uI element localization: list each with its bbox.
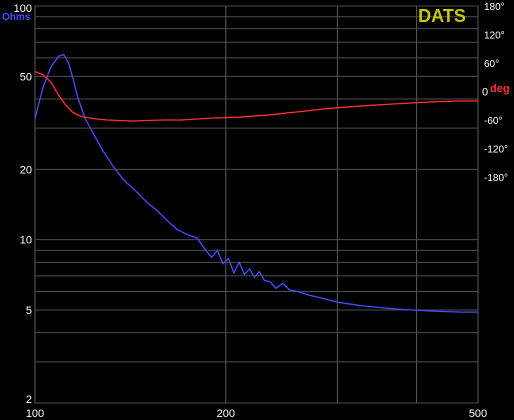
left-axis-unit-label: Ohms xyxy=(2,12,31,23)
y-right-tick-label: 120° xyxy=(484,31,505,42)
y-right-tick-label: -180° xyxy=(484,173,508,184)
y-right-tick-label: 60° xyxy=(484,59,499,70)
impedance-line xyxy=(34,53,478,313)
right-axis-unit-label: deg xyxy=(490,83,510,95)
y-left-tick-label: 5 xyxy=(26,305,32,317)
x-tick-label: 100 xyxy=(26,408,44,420)
y-left-tick-label: 2 xyxy=(26,394,32,406)
tick-labels: 100 50 20 10 5 2 180° 120° 60° 0 -60° -120° -180° 100… xyxy=(14,2,508,420)
dats-logo: DATS xyxy=(418,6,466,26)
y-left-tick-label: 50 xyxy=(20,71,32,83)
y-left-tick-label: 10 xyxy=(20,235,32,247)
x-tick-label: 500 xyxy=(469,408,487,420)
y-left-tick-label: 20 xyxy=(20,164,32,176)
series-layer xyxy=(34,53,478,313)
x-tick-label: 200 xyxy=(217,408,235,420)
y-right-tick-label: 180° xyxy=(484,2,505,13)
y-left-tick-label: 100 xyxy=(14,3,32,15)
y-right-tick-label: 0 xyxy=(482,87,488,99)
phase-line xyxy=(34,70,478,122)
y-right-tick-label: -60° xyxy=(484,116,502,127)
y-right-tick-label: -120° xyxy=(484,145,508,156)
